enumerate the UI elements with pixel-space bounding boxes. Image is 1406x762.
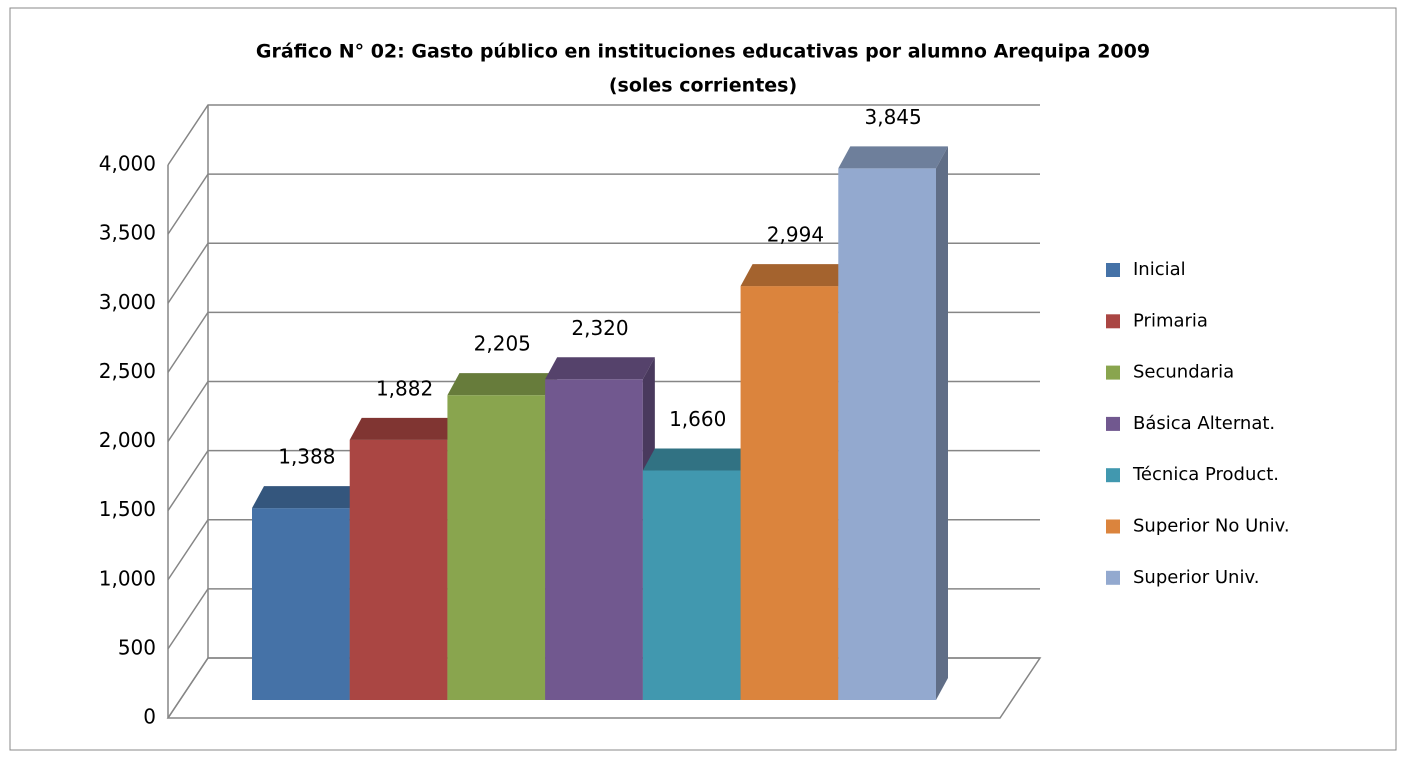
bar-top [545,357,655,380]
bar-front [252,508,350,700]
bar-top [252,486,362,509]
value-label: 2,994 [767,223,824,247]
y-tick-label: 1,500 [99,497,156,521]
bar-top [349,417,460,440]
legend-swatch [1106,263,1120,277]
legend-label: Primaria [1133,310,1208,331]
bar-front [740,286,839,700]
legend-label: Secundaria [1133,362,1234,383]
bar [740,264,851,700]
bar-top [447,373,558,396]
bar [838,146,948,700]
grid-line [167,242,1040,304]
legend-swatch [1106,468,1120,483]
legend-label: Superior No Univ. [1133,516,1290,537]
bar-top [740,264,851,287]
legend-swatch [1106,570,1120,585]
y-tick-label: 500 [118,635,156,659]
y-tick-label: 3,500 [99,221,156,245]
legend-label: Técnica Product. [1132,464,1279,485]
legend-label: Básica Alternat. [1133,413,1275,434]
y-tick-label: 2,000 [99,428,156,452]
bar-front [447,395,546,700]
value-label: 2,320 [571,316,628,340]
y-tick-label: 1,000 [99,566,156,590]
bar-front [349,439,448,700]
value-label: 1,388 [278,445,335,469]
legend-swatch [1106,314,1120,329]
legend-label: Inicial [1133,259,1186,280]
bar-top [642,448,753,471]
bar-front [545,379,643,700]
grid-line [167,173,1040,235]
value-label: 3,845 [865,105,922,129]
legend-swatch [1106,365,1120,380]
bar-top [838,146,948,169]
bar [252,486,362,700]
bar [545,357,655,700]
bar [349,417,460,700]
bar [447,373,558,700]
bar [642,448,753,700]
y-tick-label: 3,000 [99,290,156,314]
value-label: 1,660 [669,407,726,431]
value-label: 2,205 [474,332,531,356]
bar-side [936,146,948,700]
value-label: 1,882 [376,376,433,400]
legend-swatch [1106,416,1120,431]
y-tick-label: 2,500 [99,359,156,383]
legend-swatch [1106,519,1120,534]
chart-title: Gráfico N° 02: Gasto público en instituc… [256,41,1150,63]
grid-line [167,104,1040,166]
y-tick-label: 4,000 [99,152,156,176]
chart-subtitle: (soles corrientes) [609,75,797,97]
bar-front [642,470,741,700]
bar-front [838,168,936,700]
legend-label: Superior Univ. [1133,567,1259,588]
y-tick-label: 0 [143,705,156,729]
